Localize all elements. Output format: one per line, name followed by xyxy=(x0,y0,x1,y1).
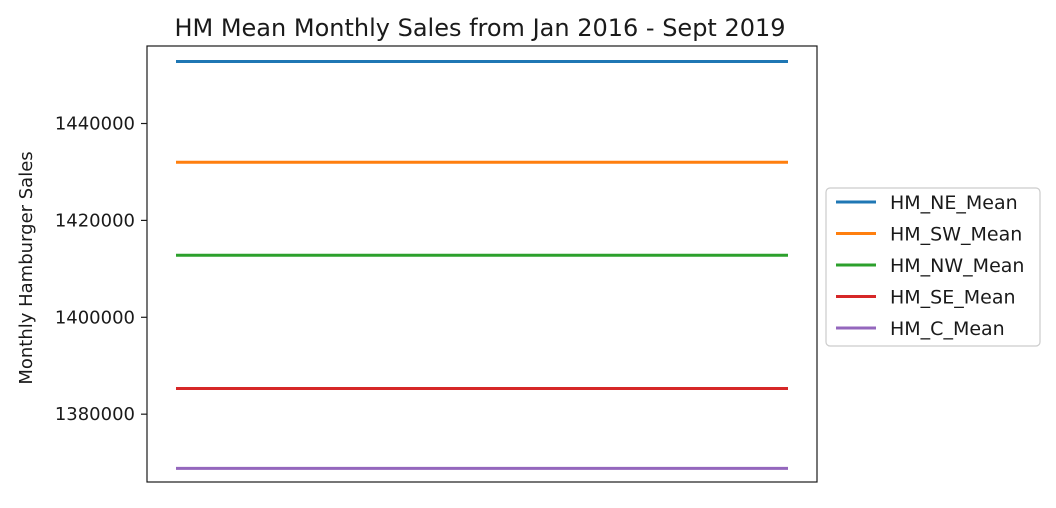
legend-label: HM_C_Mean xyxy=(890,318,1005,340)
y-tick-label: 1380000 xyxy=(55,404,135,425)
series-layer xyxy=(176,60,788,470)
legend-label: HM_SE_Mean xyxy=(890,287,1016,309)
legend-label: HM_NE_Mean xyxy=(890,192,1018,214)
legend-label: HM_SW_Mean xyxy=(890,224,1022,246)
y-tick-label: 1440000 xyxy=(55,114,135,135)
legend-box xyxy=(825,187,1041,347)
legend-label: HM_NW_Mean xyxy=(890,255,1024,277)
y-axis-ticks: 1380000 1400000 1420000 1440000 xyxy=(55,114,147,425)
legend: HM_NE_Mean HM_SW_Mean HM_NW_Mean HM_SE_Mean… xyxy=(825,187,1041,347)
plot-frame xyxy=(146,45,818,483)
chart-title: HM Mean Monthly Sales from Jan 2016 - Se… xyxy=(174,14,785,42)
y-tick-label: 1420000 xyxy=(55,210,135,231)
y-tick-label: 1400000 xyxy=(55,307,135,328)
y-axis-label: Monthly Hamburger Sales xyxy=(16,151,37,384)
